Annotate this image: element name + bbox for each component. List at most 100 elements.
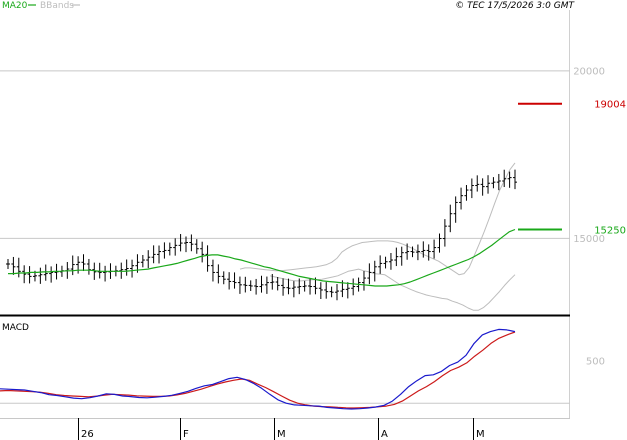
price-bar: [162, 242, 167, 259]
price-bar: [243, 276, 248, 293]
price-bar: [27, 266, 32, 284]
price-bar: [394, 247, 399, 267]
price-bar: [11, 256, 16, 275]
price-bar: [361, 271, 366, 291]
price-bar: [286, 278, 291, 295]
price-bar: [16, 257, 21, 278]
price-bar: [502, 169, 507, 188]
price-bar: [49, 266, 54, 283]
price-bar: [270, 273, 275, 290]
price-bar: [432, 239, 437, 259]
macd-signal-line: [0, 331, 516, 409]
price-bar: [324, 281, 329, 299]
x-axis-label: A: [381, 429, 388, 440]
price-bar: [38, 267, 43, 284]
price-bar: [167, 242, 172, 256]
macd-main-line: [0, 328, 516, 410]
price-bar: [130, 259, 135, 278]
x-axis: 26 F M A M: [78, 418, 485, 440]
price-bar: [264, 276, 269, 294]
price-bar: [469, 178, 474, 199]
price-levels: 19004 15250: [518, 100, 626, 237]
price-y-ticks: 20000 15000: [573, 66, 605, 245]
copyright-text: © TEC 17/5/2026 3:0 GMT: [455, 1, 575, 11]
price-bar: [513, 169, 517, 190]
price-bars: [6, 169, 517, 301]
price-bar: [140, 255, 145, 268]
macd-tick-label: 500: [586, 356, 605, 367]
price-bar: [210, 259, 215, 282]
price-tick-label: 15000: [573, 234, 605, 245]
x-axis-label: F: [183, 429, 189, 440]
price-bar: [189, 234, 194, 252]
price-bar: [81, 254, 86, 272]
price-bar: [448, 204, 453, 233]
price-bar: [335, 284, 340, 301]
price-bar: [173, 238, 178, 256]
macd-panel-title: MACD: [2, 323, 29, 333]
price-bar: [22, 265, 27, 284]
price-bar: [367, 263, 372, 285]
x-axis-label: 26: [81, 429, 94, 440]
price-ma: [8, 228, 516, 287]
price-bar: [275, 276, 280, 291]
price-bar: [399, 246, 404, 266]
price-bar: [318, 282, 323, 300]
price-bar: [221, 271, 226, 285]
price-bar: [388, 252, 393, 270]
price-bar: [486, 175, 491, 194]
price-bar: [496, 173, 501, 191]
price-bar: [291, 281, 296, 298]
price-bar: [227, 272, 232, 290]
bbands-upper-line: [239, 162, 516, 276]
price-bar: [200, 241, 205, 263]
price-bar: [178, 234, 183, 252]
price-bar: [464, 185, 469, 201]
macd-y-ticks: 500: [586, 356, 605, 367]
price-bar: [372, 260, 377, 282]
price-bar: [124, 259, 129, 276]
price-bar: [480, 178, 485, 196]
price-bar: [216, 264, 221, 284]
price-bar: [459, 187, 464, 210]
price-bar: [442, 219, 447, 247]
price-bar: [194, 239, 199, 254]
price-bar: [426, 244, 431, 261]
price-bar: [259, 275, 264, 293]
price-bbands: [239, 162, 516, 311]
price-bar: [237, 276, 242, 294]
price-bar: [183, 236, 188, 253]
price-bar: [383, 256, 388, 269]
price-bar: [308, 278, 313, 295]
price-bar: [248, 280, 253, 292]
ma20-line: [8, 228, 516, 287]
price-bar: [329, 286, 334, 298]
x-axis-label: M: [476, 429, 485, 440]
price-bar: [313, 277, 318, 295]
price-bar: [254, 278, 259, 295]
price-bar: [437, 233, 442, 253]
price-bar: [453, 196, 458, 223]
price-bar: [157, 245, 162, 264]
price-grid: [0, 70, 570, 239]
price-bar: [281, 278, 286, 296]
price-bar: [421, 241, 426, 258]
price-bar: [410, 246, 415, 258]
price-bar: [415, 244, 420, 261]
price-bar: [146, 250, 151, 269]
x-axis-label: M: [277, 429, 286, 440]
price-bar: [491, 177, 496, 189]
price-bar: [232, 272, 237, 289]
legend-bbands-label: BBands: [40, 1, 74, 11]
price-bar: [507, 171, 512, 188]
price-bar: [351, 278, 356, 296]
price-bar: [405, 243, 410, 260]
resistance-level-label: 19004: [594, 100, 626, 111]
price-bar: [345, 282, 350, 299]
bbands-lower-line: [269, 268, 516, 311]
legend-ma20-label: MA20: [2, 1, 28, 11]
price-bar: [297, 278, 302, 295]
price-bar: [43, 264, 48, 281]
